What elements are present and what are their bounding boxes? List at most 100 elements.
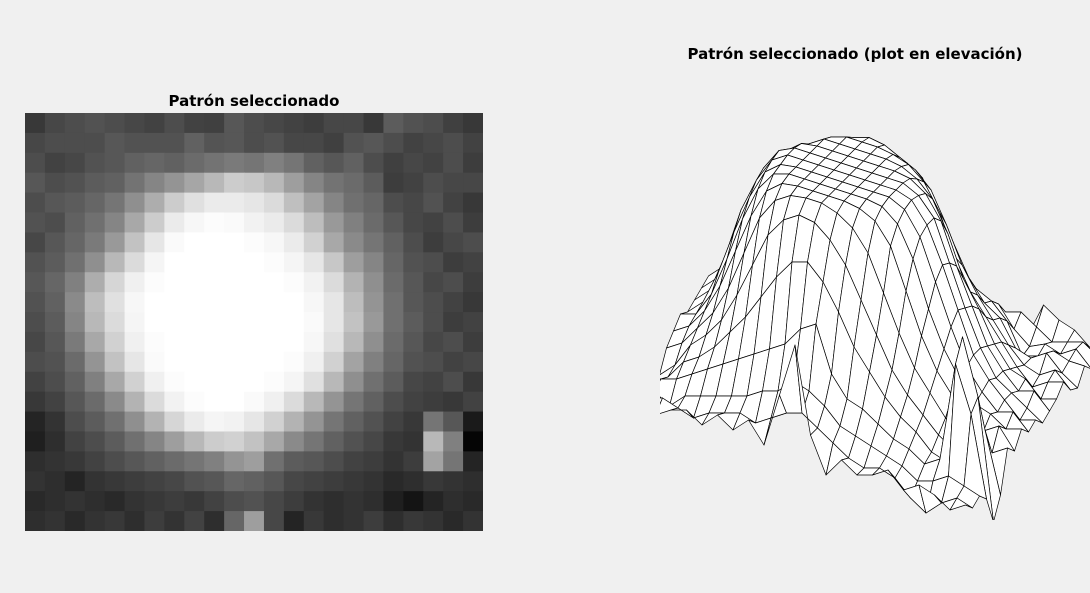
heatmap-cell (383, 351, 404, 373)
heatmap-cell (383, 252, 404, 273)
heatmap-cell (463, 132, 483, 154)
heatmap-cell (164, 132, 185, 154)
heatmap-cell (124, 292, 146, 313)
heatmap-cell (303, 411, 325, 433)
heatmap-cell (283, 451, 305, 472)
heatmap-cell (84, 113, 106, 134)
heatmap-cell (244, 431, 265, 452)
heatmap-cell (343, 152, 365, 174)
heatmap-cell (363, 192, 385, 214)
heatmap-cell (184, 411, 205, 433)
heatmap-cell (363, 411, 385, 433)
heatmap-cell (363, 272, 385, 293)
heatmap-cell (224, 252, 245, 273)
heatmap-cell (184, 431, 205, 452)
heatmap-cell (383, 371, 404, 393)
heatmap-cell (244, 371, 265, 393)
heatmap-cell (124, 272, 146, 293)
heatmap-cell (124, 411, 146, 433)
heatmap-cell (204, 312, 225, 333)
heatmap-cell (363, 431, 385, 452)
heatmap-cell (25, 212, 46, 234)
heatmap-cell (423, 371, 444, 393)
heatmap-cell (244, 292, 265, 313)
heatmap-cell (164, 451, 185, 472)
heatmap-cell (283, 331, 305, 353)
heatmap-cell (64, 491, 86, 512)
heatmap-cell (104, 212, 126, 234)
heatmap-cell (64, 113, 86, 134)
heatmap-cell (323, 132, 345, 154)
heatmap-cell (343, 351, 365, 373)
heatmap-cell (463, 152, 483, 174)
heatmap-cell (204, 172, 225, 194)
heatmap-cell (403, 252, 424, 273)
heatmap-cell (383, 192, 404, 214)
heatmap-cell (383, 292, 404, 313)
heatmap-cell (64, 252, 86, 273)
heatmap-cell (224, 371, 245, 393)
heatmap-cell (25, 471, 46, 492)
heatmap-cell (263, 511, 285, 531)
heatmap-cell (343, 511, 365, 531)
heatmap-cell (343, 471, 365, 492)
heatmap-cell (303, 351, 325, 373)
heatmap-cell (124, 113, 146, 134)
heatmap-cell (224, 491, 245, 512)
heatmap-cell (184, 272, 205, 293)
heatmap-cell (224, 471, 245, 492)
heatmap-cell (64, 292, 86, 313)
heatmap-cell (25, 312, 46, 333)
heatmap-cell (323, 431, 345, 452)
heatmap-cell (263, 391, 285, 413)
heatmap-cell (224, 232, 245, 253)
heatmap-cell (224, 113, 245, 134)
heatmap-cell (383, 113, 404, 134)
heatmap-cell (303, 252, 325, 273)
heatmap-cell (323, 411, 345, 433)
heatmap-cell (104, 192, 126, 214)
heatmap-cell (44, 451, 66, 472)
heatmap-cell (204, 132, 225, 154)
heatmap-cell (44, 491, 66, 512)
heatmap-cell (363, 371, 385, 393)
heatmap-cell (403, 232, 424, 253)
heatmap-cell (323, 371, 345, 393)
heatmap-cell (363, 451, 385, 472)
heatmap-cell (124, 132, 146, 154)
heatmap-cell (104, 232, 126, 253)
heatmap-cell (263, 152, 285, 174)
heatmap-cell (303, 371, 325, 393)
heatmap-cell (463, 371, 483, 393)
heatmap-cell (263, 431, 285, 452)
heatmap-cell (204, 232, 225, 253)
heatmap-cell (144, 451, 165, 472)
heatmap-cell (244, 451, 265, 472)
heatmap-cell (164, 192, 185, 214)
heatmap-cell (64, 172, 86, 194)
heatmap-cell (263, 113, 285, 134)
heatmap-cell (224, 152, 245, 174)
heatmap-cell (64, 192, 86, 214)
heatmap-cell (184, 232, 205, 253)
heatmap-cell (283, 232, 305, 253)
heatmap-cell (423, 272, 444, 293)
heatmap-cell (423, 471, 444, 492)
heatmap-cell (104, 292, 126, 313)
heatmap-cell (423, 192, 444, 214)
heatmap-cell (423, 351, 444, 373)
heatmap-cell (403, 272, 424, 293)
heatmap-cell (323, 351, 345, 373)
heatmap-cell (184, 511, 205, 531)
heatmap-cell (104, 471, 126, 492)
surface-chart (660, 130, 1090, 520)
heatmap-cell (263, 451, 285, 472)
heatmap-cell (363, 511, 385, 531)
heatmap-cell (423, 312, 444, 333)
heatmap-cell (84, 272, 106, 293)
surface-mesh-face (1075, 341, 1090, 368)
heatmap-cell (343, 431, 365, 452)
heatmap-cell (283, 212, 305, 234)
heatmap-cell (463, 411, 483, 433)
heatmap-cell (263, 172, 285, 194)
